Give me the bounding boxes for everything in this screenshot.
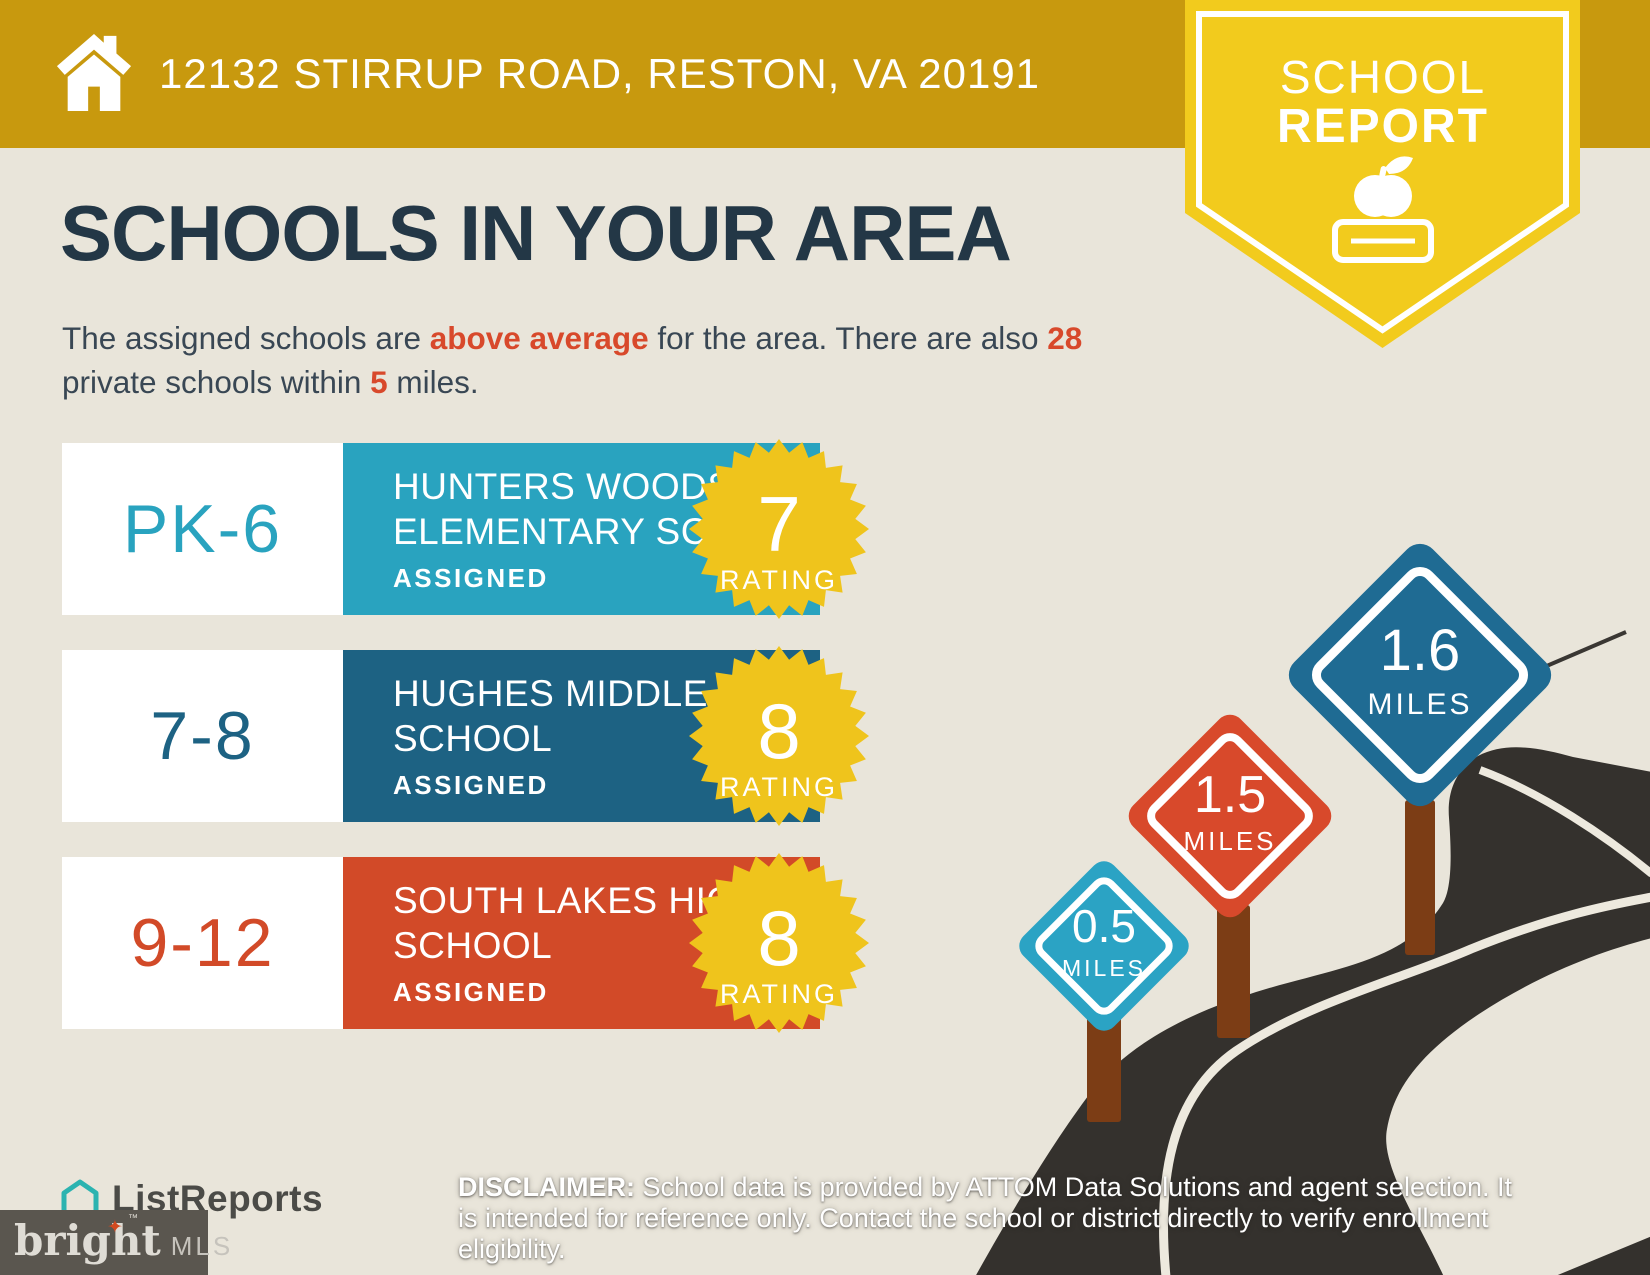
page-title: SCHOOLS IN YOUR AREA: [60, 189, 1012, 277]
rating-value: 7: [757, 480, 800, 568]
school-row-high: 9-12 SOUTH LAKES HIGH SCHOOL ASSIGNED 8 …: [62, 853, 872, 1033]
distance-sign-0-5: 0.5 MILES: [1019, 861, 1189, 1031]
rating-value: 8: [757, 894, 800, 982]
home-icon: [55, 30, 133, 119]
intro-text-part: miles.: [387, 363, 479, 400]
sign-distance: 1.6: [1380, 618, 1461, 683]
school-row-middle: 7-8 HUGHES MIDDLE SCHOOL ASSIGNED 8 RATI…: [62, 646, 872, 826]
assigned-label: ASSIGNED: [393, 977, 549, 1007]
far-road-line: [1499, 630, 1627, 688]
disclaimer: DISCLAIMER: School data is provided by A…: [458, 1172, 1538, 1265]
grade-range: PK-6: [62, 443, 343, 615]
distance-sign-1-5: 1.5 MILES: [1128, 714, 1332, 918]
road-edge-line-2: [1478, 766, 1650, 878]
rating-badge: 8 RATING: [689, 853, 869, 1033]
sign-distance: 1.5: [1194, 766, 1266, 824]
sign-unit: MILES: [1183, 826, 1276, 856]
bright-trademark: ™: [128, 1213, 138, 1224]
assigned-label: ASSIGNED: [393, 563, 549, 593]
school-name: SOUTH LAKES HIGH SCHOOL: [393, 880, 763, 966]
bright-wordmark: bright: [14, 1216, 161, 1265]
grade-range: 9-12: [62, 857, 343, 1029]
sign-unit: MILES: [1062, 955, 1146, 981]
rating-value: 8: [757, 687, 800, 775]
intro-text: The assigned schools are above average f…: [62, 316, 1092, 404]
ribbon-line2: REPORT: [1277, 100, 1489, 153]
rating-badge: 7 RATING: [689, 439, 869, 619]
apple-book-icon: [1332, 156, 1434, 263]
bright-mls-logo: bright ✦ ™ MLS: [0, 1210, 230, 1275]
sign-distance: 0.5: [1072, 900, 1136, 952]
school-report-ribbon: SCHOOL REPORT: [1185, 0, 1581, 352]
property-address: 12132 STIRRUP ROAD, RESTON, VA 20191: [159, 50, 1041, 97]
listreports-house-icon: [58, 1179, 102, 1220]
assigned-label: ASSIGNED: [393, 770, 549, 800]
school-name: HUGHES MIDDLE SCHOOL: [393, 673, 708, 759]
sign-post-blue: [1405, 800, 1435, 955]
rating-label: RATING: [720, 565, 838, 595]
intro-text-part: private schools within: [62, 363, 371, 400]
distance-sign-1-6: 1.6 MILES: [1288, 543, 1552, 807]
intro-highlight-private-count: 28: [1047, 319, 1083, 356]
disclaimer-label: DISCLAIMER:: [458, 1172, 635, 1202]
sign-unit: MILES: [1367, 688, 1472, 721]
rating-label: RATING: [720, 979, 838, 1009]
grade-range: 7-8: [62, 650, 343, 822]
sign-post-red: [1217, 905, 1250, 1038]
rating-badge: 8 RATING: [689, 646, 869, 826]
ribbon-line1: SCHOOL: [1280, 51, 1486, 103]
road-corner: [1557, 1236, 1650, 1275]
intro-text-part: for the area. There are also: [648, 319, 1048, 356]
school-list: PK-6 HUNTERS WOODS ELEMENTARY SCHOOL ASS…: [62, 439, 872, 1064]
bright-star-icon: ✦: [107, 1217, 123, 1238]
bright-mls-text: MLS: [170, 1231, 234, 1261]
intro-highlight-miles: 5: [370, 363, 388, 400]
sign-post-teal: [1087, 1000, 1121, 1122]
school-row-elementary: PK-6 HUNTERS WOODS ELEMENTARY SCHOOL ASS…: [62, 439, 872, 619]
intro-text-part: The assigned schools are: [62, 319, 430, 356]
intro-highlight-above-average: above average: [429, 319, 649, 356]
rating-label: RATING: [720, 772, 838, 802]
